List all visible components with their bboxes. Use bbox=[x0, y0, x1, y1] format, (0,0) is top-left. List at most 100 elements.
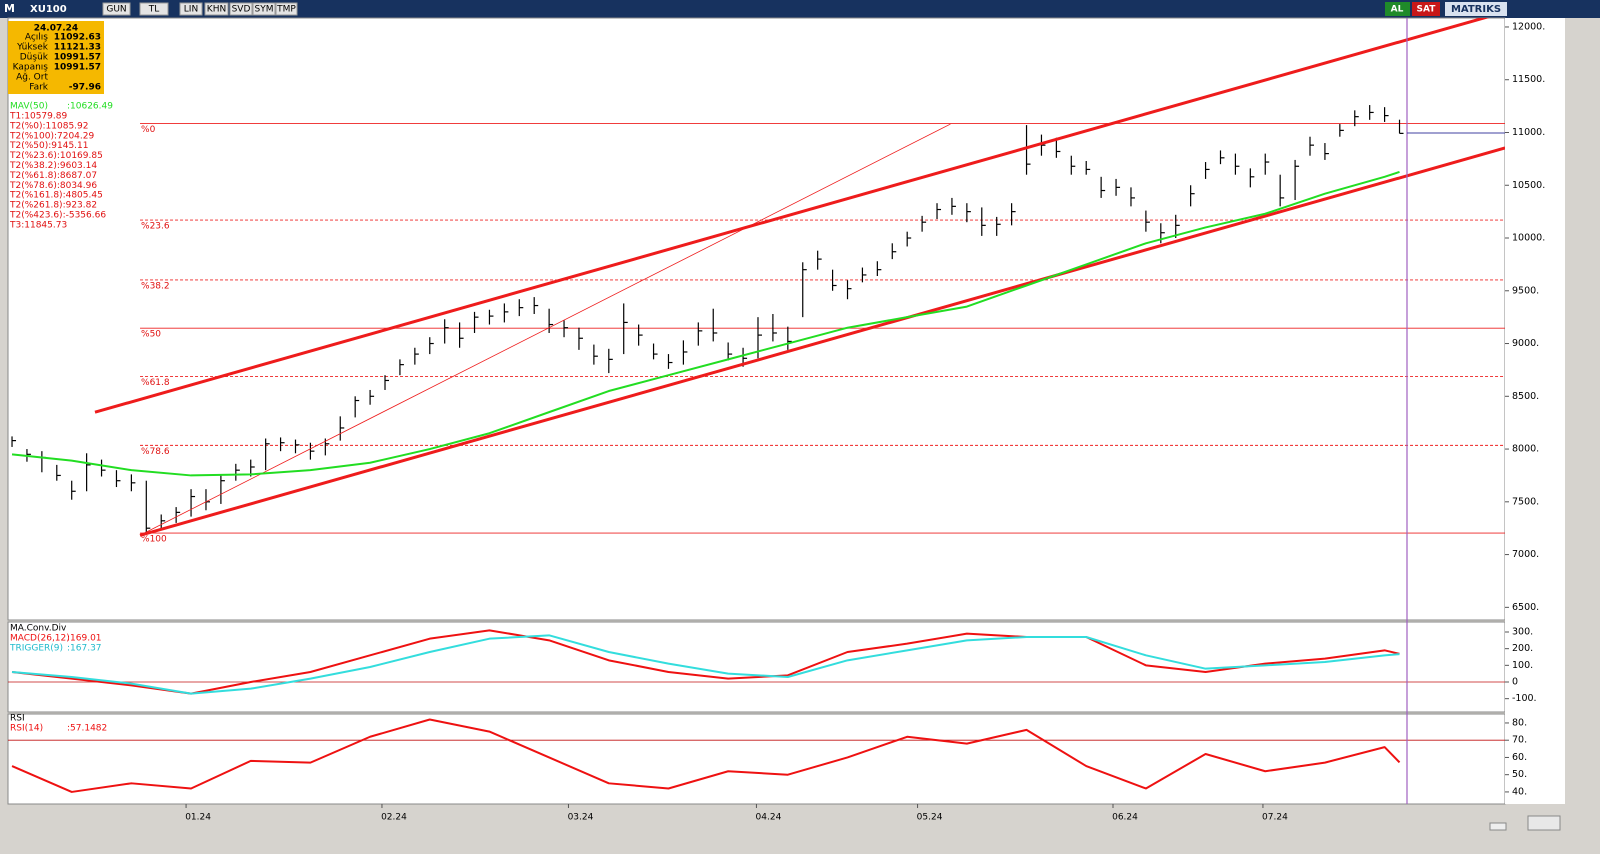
legend-name: MACD(26,12) bbox=[10, 634, 70, 644]
panel-title: MA.Conv.Div bbox=[10, 624, 67, 634]
series-line bbox=[11, 634, 1400, 695]
legend-text: T2(%423.6):-5356.66 bbox=[9, 211, 106, 221]
info-value: 10991.57 bbox=[54, 53, 101, 63]
fib-label: %61.8 bbox=[141, 378, 170, 388]
sell-label[interactable]: SAT bbox=[1417, 5, 1437, 15]
legend-text: T2(%78.6):8034.96 bbox=[9, 181, 97, 191]
x-tick-label: 02.24 bbox=[381, 813, 407, 823]
y-tick-label: -100. bbox=[1512, 693, 1537, 704]
legend-text: T2(%61.8):8687.07 bbox=[9, 171, 97, 181]
y-tick-label: 10500. bbox=[1512, 180, 1545, 191]
x-tick-label: 01.24 bbox=[185, 813, 211, 823]
sell-button[interactable] bbox=[1412, 2, 1440, 16]
buy-button[interactable] bbox=[1385, 2, 1410, 16]
info-label: Ağ. Ort bbox=[16, 73, 48, 83]
y-tick-label: 300. bbox=[1512, 627, 1533, 638]
rsi-panel bbox=[7, 713, 1506, 805]
toolbar-button-label[interactable]: GUN bbox=[106, 5, 126, 15]
series-line bbox=[11, 170, 1400, 477]
price-panel bbox=[7, 17, 1506, 621]
brand: MATRIKS bbox=[1451, 4, 1501, 15]
trend-line bbox=[139, 123, 951, 536]
legend-text: T2(%50):9145.11 bbox=[9, 141, 89, 151]
plot-area: %0 %23.6 %38.2 %50 %61.8 %78.6 %100 bbox=[11, 18, 1505, 545]
y-tick-label: 11500. bbox=[1512, 74, 1545, 85]
plot-area bbox=[8, 718, 1505, 793]
legend-text: T2(%100):7204.29 bbox=[9, 131, 94, 141]
fib-label: %38.2 bbox=[141, 281, 170, 291]
toolbar-button[interactable] bbox=[139, 2, 169, 16]
y-tick-label: 8500. bbox=[1512, 391, 1539, 402]
buy-label[interactable]: AL bbox=[1391, 5, 1404, 15]
toolbar-button-label[interactable]: TL bbox=[148, 5, 160, 15]
legend-text: T2(%23.6):10169.85 bbox=[9, 151, 103, 161]
toolbar bbox=[0, 0, 1600, 18]
nav-buttons[interactable] bbox=[1527, 815, 1561, 831]
y-tick-label: 11000. bbox=[1512, 127, 1545, 138]
info-box bbox=[8, 21, 104, 94]
legend-value: :10626.49 bbox=[67, 102, 113, 112]
x-tick-label: 03.24 bbox=[568, 813, 594, 823]
x-tick-label: 06.24 bbox=[1112, 813, 1138, 823]
fib-label: %50 bbox=[141, 330, 161, 340]
info-value: 11121.33 bbox=[54, 43, 101, 53]
fib-label: %78.6 bbox=[141, 447, 170, 457]
toolbar-button-label[interactable]: LIN bbox=[184, 5, 198, 15]
y-tick-label: 8000. bbox=[1512, 444, 1539, 455]
info-label: Fark bbox=[29, 83, 49, 93]
y-tick-label: 80. bbox=[1512, 717, 1527, 728]
plot-area bbox=[8, 629, 1505, 695]
toolbar-button[interactable] bbox=[252, 2, 276, 16]
y-tick-label: 10000. bbox=[1512, 233, 1545, 244]
y-tick-label: 9000. bbox=[1512, 338, 1539, 349]
toolbar-button-label[interactable]: KHN bbox=[207, 5, 226, 15]
legend-name: RSI(14) bbox=[10, 724, 43, 734]
y-tick-label: 70. bbox=[1512, 735, 1527, 746]
symbol[interactable]: XU100 bbox=[30, 4, 67, 15]
toolbar-button-label[interactable]: SYM bbox=[255, 5, 274, 15]
toolbar-button[interactable] bbox=[229, 2, 253, 16]
y-tick-label: 7000. bbox=[1512, 549, 1539, 560]
fib-label: %0 bbox=[141, 125, 156, 135]
axis-area bbox=[1505, 18, 1565, 804]
logo: M bbox=[4, 2, 15, 15]
info-label: Açılış bbox=[25, 33, 48, 43]
macd-panel bbox=[7, 621, 1506, 713]
info-label: Yüksek bbox=[16, 43, 49, 53]
y-tick-label: 60. bbox=[1512, 752, 1527, 763]
trend-line bbox=[94, 18, 1490, 414]
x-tick-label: 04.24 bbox=[756, 813, 782, 823]
status-bar bbox=[0, 824, 1600, 854]
series-line bbox=[11, 629, 1400, 695]
legend-text: T2(%161.8):4805.45 bbox=[9, 191, 103, 201]
panel-title: RSI bbox=[10, 714, 25, 724]
legend-name: TRIGGER(9) bbox=[9, 644, 63, 654]
toolbar-button-label[interactable]: TMP bbox=[276, 5, 296, 15]
fib-label: %23.6 bbox=[141, 222, 170, 232]
info-date: 24.07.24 bbox=[34, 24, 78, 34]
info-label: Kapanış bbox=[13, 63, 49, 73]
toolbar-button[interactable] bbox=[179, 2, 203, 16]
toolbar-button[interactable] bbox=[275, 2, 298, 16]
y-tick-label: 9500. bbox=[1512, 285, 1539, 296]
y-tick-label: 6500. bbox=[1512, 602, 1539, 613]
info-label: Düşük bbox=[20, 53, 49, 63]
y-tick-label: 0 bbox=[1512, 677, 1518, 688]
legend-value: :57.1482 bbox=[67, 724, 107, 734]
legend-value: :169.01 bbox=[67, 634, 102, 644]
info-value: -97.96 bbox=[69, 83, 101, 93]
y-tick-label: 100. bbox=[1512, 660, 1533, 671]
legend-text: T2(%0):11085.92 bbox=[9, 121, 89, 131]
info-value: 10991.57 bbox=[54, 63, 101, 73]
toolbar-button[interactable] bbox=[204, 2, 229, 16]
legend-text: T2(%38.2):9603.14 bbox=[9, 161, 97, 171]
fib-label: %100 bbox=[141, 535, 167, 545]
series-line bbox=[11, 718, 1401, 793]
toolbar-button-label[interactable]: SVD bbox=[232, 5, 251, 15]
y-tick-label: 50. bbox=[1512, 769, 1527, 780]
x-tick-label: 05.24 bbox=[917, 813, 943, 823]
toolbar-button[interactable] bbox=[102, 2, 131, 16]
scroll-thumb[interactable] bbox=[1489, 822, 1507, 831]
